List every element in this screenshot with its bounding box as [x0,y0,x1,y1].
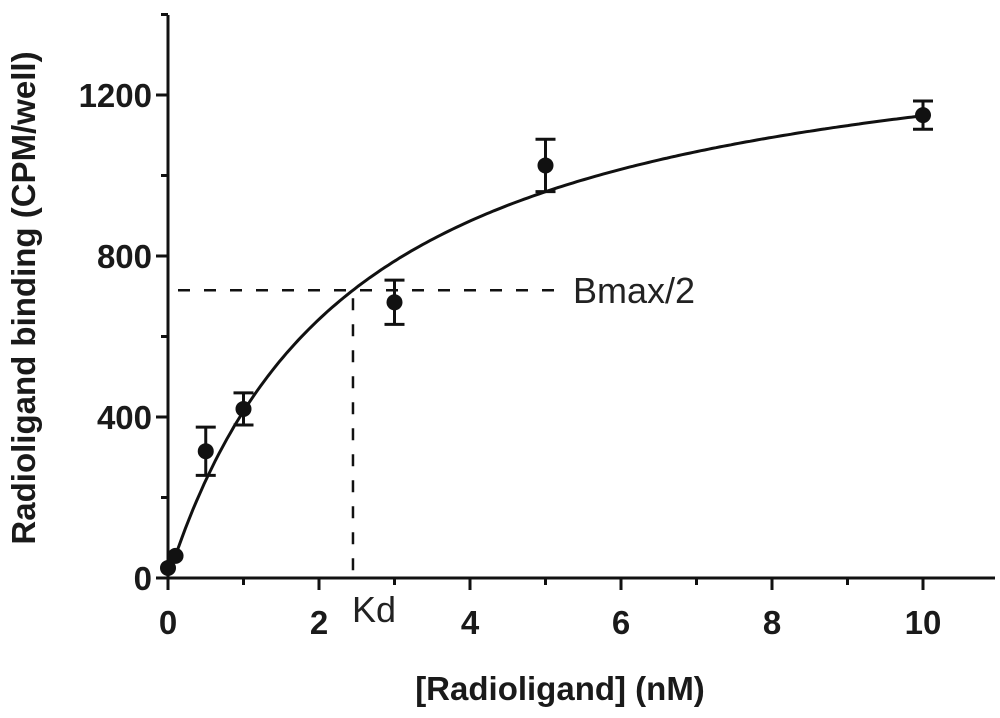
y-tick-label: 1200 [79,77,152,114]
axes [166,15,995,580]
x-tick-label: 2 [310,604,328,641]
x-axis-title: [Radioligand] (nM) [415,670,705,707]
data-point [915,107,931,124]
y-ticks: 0 400 800 1200 [79,13,168,597]
data-point [167,547,184,564]
y-axis-title: Radioligand binding (CPM/well) [5,51,42,544]
x-tick-label: 6 [612,604,630,641]
x-tick-label: 4 [461,604,480,641]
y-tick-label: 0 [134,560,152,597]
data-point [235,400,252,417]
data-point [386,294,403,311]
data-point [537,157,554,174]
x-ticks: 0 2 4 6 8 10 [159,578,942,641]
data-point [197,443,214,460]
y-tick-label: 400 [97,399,152,436]
x-tick-label: 8 [763,604,781,641]
x-tick-label: 0 [159,604,177,641]
x-tick-label: 10 [905,604,942,641]
data-point [160,559,176,576]
data-points [160,107,931,576]
guide-lines [178,288,555,574]
error-bars [195,99,933,477]
kd-label: Kd [352,589,396,630]
y-tick-label: 800 [97,238,152,275]
bmax-half-label: Bmax/2 [573,270,695,311]
